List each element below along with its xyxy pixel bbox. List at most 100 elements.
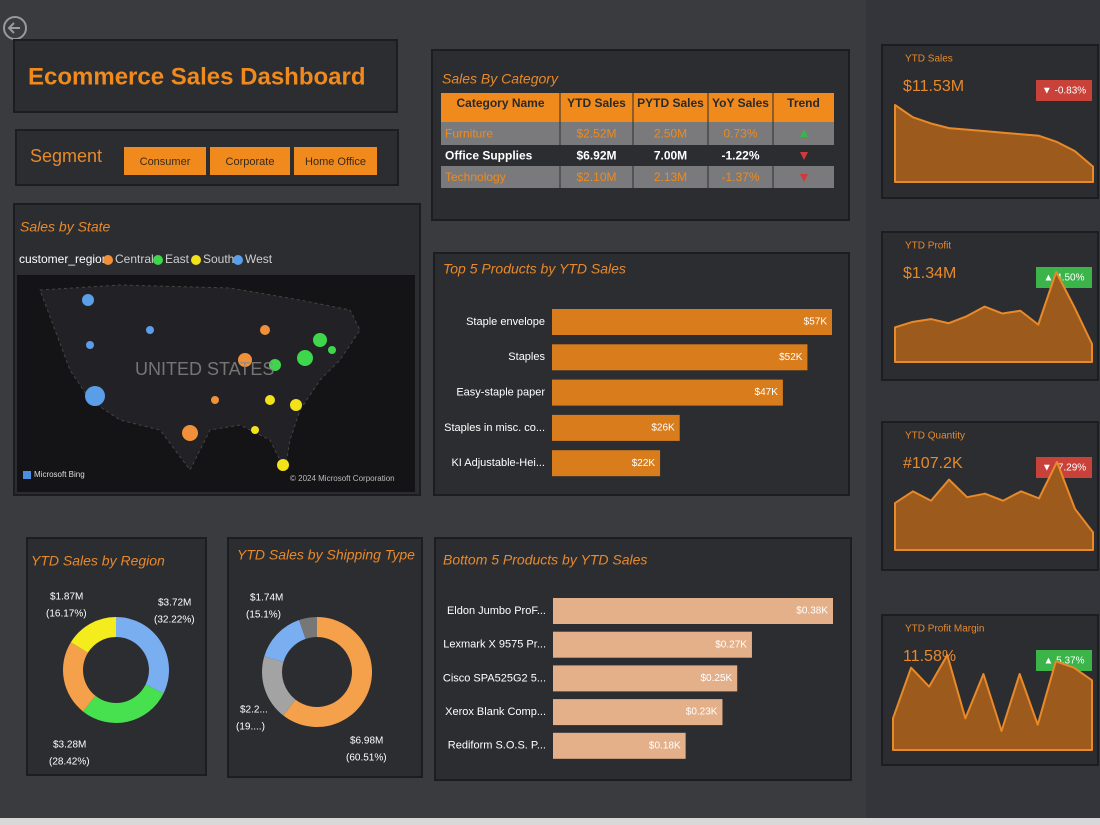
- donut-slice: [264, 620, 306, 662]
- bar-category: Staple envelope: [466, 316, 545, 328]
- bottom-strip: [0, 818, 1100, 825]
- map-dot: [269, 359, 281, 371]
- map-dot: [313, 333, 327, 347]
- kpi-badge: [1036, 457, 1092, 478]
- table-title: Sales By Category: [442, 71, 559, 87]
- bar-value-label: $0.27K: [715, 639, 747, 650]
- bar: [552, 450, 661, 477]
- kpi-title: YTD Sales: [905, 54, 953, 65]
- table-cell: $6.92M: [576, 149, 616, 163]
- bar: [552, 309, 832, 335]
- bar-value-label: $0.23K: [686, 707, 718, 718]
- sparkline-area: [894, 104, 1094, 183]
- bar-value-label: $0.18K: [649, 740, 681, 751]
- sparkline-area: [894, 461, 1094, 551]
- bar-value-label: $47K: [755, 387, 779, 398]
- donut-slice: [283, 617, 373, 727]
- kpi-badge: [1036, 80, 1092, 101]
- bar: [553, 598, 833, 624]
- kpi-change: ▲ 5.37%: [1043, 656, 1084, 667]
- table-cell: $2.10M: [576, 170, 616, 184]
- bar-category: Rediform S.O.S. P...: [448, 740, 546, 752]
- map-land: [39, 284, 361, 472]
- table-header-bg: [441, 93, 834, 122]
- bar-category: Staples: [508, 351, 545, 363]
- bar-value-label: $0.38K: [796, 606, 828, 617]
- table-header: YoY Sales: [712, 96, 769, 110]
- bar: [552, 379, 783, 406]
- table-cell: Furniture: [445, 127, 493, 141]
- kpi-value: #107.2K: [903, 455, 963, 472]
- slice-value-label: $3.28M: [53, 740, 86, 751]
- map-dot: [290, 399, 302, 411]
- segment-label: Segment: [30, 146, 102, 166]
- map-copyright: © 2024 Microsoft Corporation: [290, 474, 395, 483]
- slice-percent-label: (19....): [236, 722, 265, 733]
- slice-value-label: $1.74M: [250, 593, 283, 604]
- segment-button[interactable]: [294, 147, 377, 175]
- map-dot: [82, 294, 94, 306]
- segment-button[interactable]: [124, 147, 206, 175]
- map-dot: [260, 325, 270, 335]
- bar: [553, 665, 738, 692]
- bar-value-label: $26K: [651, 423, 675, 434]
- chart-title: Top 5 Products by YTD Sales: [443, 261, 626, 277]
- trend-up: [800, 129, 808, 137]
- trend-down: [800, 152, 808, 160]
- slice-value-label: $1.87M: [50, 592, 83, 603]
- table-header: PYTD Sales: [637, 96, 704, 110]
- map-dot: [86, 341, 94, 349]
- slice-percent-label: (32.22%): [154, 615, 195, 626]
- map-title: Sales by State: [20, 219, 110, 235]
- legend-dot: [233, 255, 243, 265]
- table-cell: $2.52M: [576, 127, 616, 141]
- bar-category: Easy-staple paper: [456, 387, 545, 399]
- legend-dot: [191, 255, 201, 265]
- bar: [552, 344, 808, 371]
- trend-down: [800, 174, 808, 182]
- map-dot: [238, 353, 252, 367]
- bar: [553, 699, 723, 726]
- slice-percent-label: (15.1%): [246, 610, 281, 621]
- map-dot: [182, 425, 198, 441]
- table-cell: 7.00M: [654, 149, 687, 163]
- chart-title: YTD Sales by Shipping Type: [237, 547, 415, 563]
- slice-value-label: $6.98M: [350, 736, 383, 747]
- legend-label: South: [203, 252, 234, 266]
- chart-title: Bottom 5 Products by YTD Sales: [443, 552, 647, 568]
- kpi-change: ▼ -7.29%: [1042, 463, 1086, 474]
- map-dot: [265, 395, 275, 405]
- table-header: Category Name: [456, 96, 544, 110]
- sparkline-area: [892, 654, 1093, 751]
- legend-label: Central: [115, 252, 154, 266]
- donut-slice: [82, 684, 164, 723]
- bar: [553, 732, 686, 759]
- bar-value-label: $52K: [779, 352, 803, 363]
- table-row-bg: [441, 145, 834, 166]
- kpi-title: YTD Profit: [905, 241, 951, 252]
- kpi-change: ▼ -0.83%: [1042, 86, 1086, 97]
- bar-value-label: $22K: [632, 458, 656, 469]
- bar: [553, 631, 752, 658]
- chart-title: YTD Sales by Region: [31, 553, 165, 569]
- map-dot: [251, 426, 259, 434]
- segment-button[interactable]: [210, 147, 290, 175]
- back-arrow: [7, 22, 20, 34]
- donut-slice: [70, 617, 116, 653]
- slice-value-label: $3.72M: [158, 598, 191, 609]
- slice-percent-label: (28.42%): [49, 757, 90, 768]
- bar-value-label: $57K: [804, 317, 828, 328]
- table-cell: -1.37%: [721, 170, 759, 184]
- table-header: Trend: [787, 96, 820, 110]
- map-dots: [82, 294, 336, 471]
- map-dot: [146, 326, 154, 334]
- kpi-title: YTD Quantity: [905, 431, 965, 442]
- donut-slice: [63, 642, 96, 712]
- kpi-change: ▲ 4.50%: [1043, 273, 1084, 284]
- kpi-value: $1.34M: [903, 265, 956, 282]
- dashboard-title: Ecommerce Sales Dashboard: [28, 63, 366, 90]
- donut-slice: [299, 617, 317, 639]
- shipping-panel: [227, 537, 423, 778]
- bar-category: Cisco SPA525G2 5...: [443, 672, 546, 684]
